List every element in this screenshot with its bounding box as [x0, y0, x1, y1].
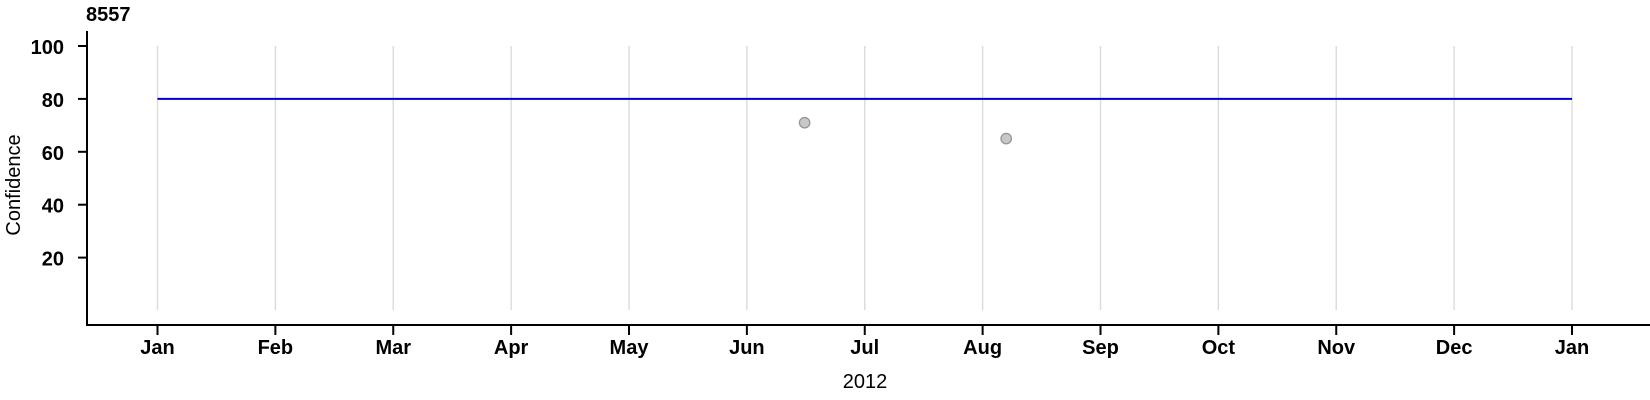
- x-tick-label: Jul: [850, 337, 879, 359]
- x-tick-label: Apr: [494, 337, 529, 359]
- y-tick-label: 80: [42, 90, 64, 112]
- chart-title: 8557: [86, 4, 131, 26]
- data-point: [798, 116, 811, 129]
- y-tick-label: 100: [31, 37, 64, 59]
- x-tick-label: Jun: [729, 337, 765, 359]
- y-tick-label: 20: [42, 249, 64, 271]
- x-tick-label: Sep: [1082, 337, 1119, 359]
- y-tick-label: 40: [42, 196, 64, 218]
- data-point: [1000, 132, 1013, 145]
- x-tick-label: Mar: [375, 337, 411, 359]
- x-tick-label: Jan: [1555, 337, 1589, 359]
- x-tick-label: Nov: [1317, 337, 1356, 359]
- x-tick-label: Feb: [258, 337, 294, 359]
- y-tick-label: 60: [42, 143, 64, 165]
- x-tick-label: Aug: [963, 337, 1002, 359]
- x-tick-label: Oct: [1202, 337, 1236, 359]
- x-axis-year-label: 2012: [842, 371, 888, 393]
- x-tick-label: Dec: [1436, 337, 1473, 359]
- x-tick-label: Jan: [140, 337, 174, 359]
- x-tick-label: May: [610, 337, 650, 359]
